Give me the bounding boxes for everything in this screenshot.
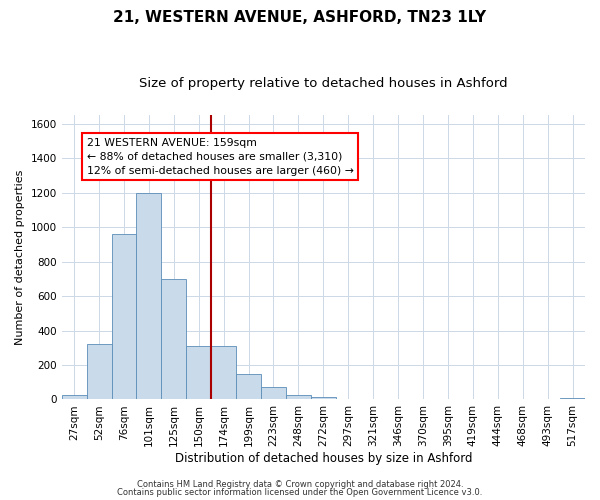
Bar [62, 395, 86, 400]
Text: 21 WESTERN AVENUE: 159sqm
← 88% of detached houses are smaller (3,310)
12% of se: 21 WESTERN AVENUE: 159sqm ← 88% of detac… [86, 138, 353, 175]
Text: 21, WESTERN AVENUE, ASHFORD, TN23 1LY: 21, WESTERN AVENUE, ASHFORD, TN23 1LY [113, 10, 487, 25]
Text: Contains public sector information licensed under the Open Government Licence v3: Contains public sector information licen… [118, 488, 482, 497]
Bar [261, 386, 286, 400]
Bar [186, 346, 211, 400]
X-axis label: Distribution of detached houses by size in Ashford: Distribution of detached houses by size … [175, 452, 472, 465]
Bar [286, 395, 311, 400]
Bar [136, 193, 161, 400]
Text: Contains HM Land Registry data © Crown copyright and database right 2024.: Contains HM Land Registry data © Crown c… [137, 480, 463, 489]
Bar [211, 346, 236, 400]
Bar [236, 374, 261, 400]
Y-axis label: Number of detached properties: Number of detached properties [15, 170, 25, 345]
Title: Size of property relative to detached houses in Ashford: Size of property relative to detached ho… [139, 78, 508, 90]
Bar [112, 234, 136, 400]
Bar [311, 397, 336, 400]
Bar [436, 398, 460, 400]
Bar [161, 279, 186, 400]
Bar [386, 398, 410, 400]
Bar [336, 398, 361, 400]
Bar [86, 344, 112, 400]
Bar [560, 398, 585, 400]
